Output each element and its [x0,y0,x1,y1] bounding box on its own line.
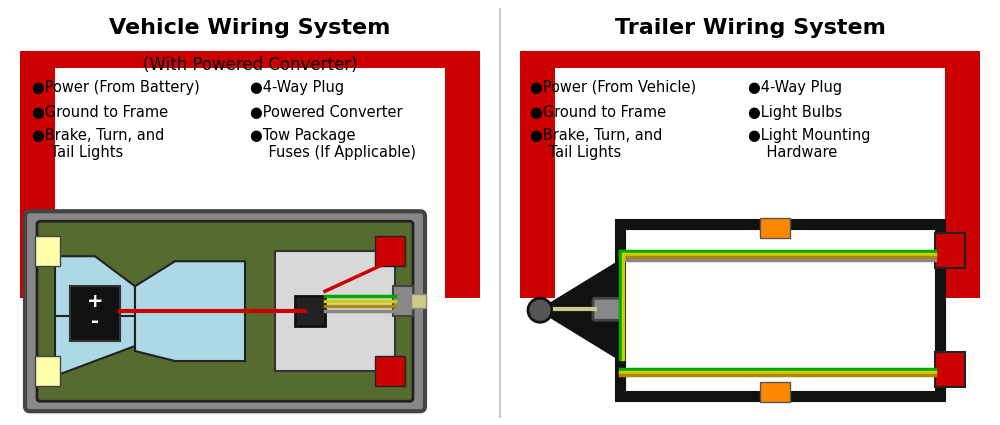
Text: ●Ground to Frame: ●Ground to Frame [530,105,666,120]
Bar [760,218,790,238]
Polygon shape [135,261,245,311]
Polygon shape [540,261,620,359]
Bar [35,236,60,266]
Text: ●Ground to Frame: ●Ground to Frame [32,105,168,120]
Bar [935,352,965,387]
Polygon shape [55,316,135,376]
Bar [35,356,60,386]
Text: ●Brake, Turn, and
    Tail Lights: ●Brake, Turn, and Tail Lights [32,128,164,160]
Circle shape [528,298,552,322]
Bar [935,233,965,268]
FancyBboxPatch shape [25,211,425,411]
Bar [375,356,405,386]
Text: Vehicle Wiring System: Vehicle Wiring System [109,18,391,38]
Text: ●Power (From Vehicle): ●Power (From Vehicle) [530,80,696,95]
Text: ●Tow Package
    Fuses (If Applicable): ●Tow Package Fuses (If Applicable) [250,128,416,160]
Polygon shape [135,311,245,361]
Text: ●4-Way Plug: ●4-Way Plug [748,80,842,95]
Text: ●Brake, Turn, and
    Tail Lights: ●Brake, Turn, and Tail Lights [530,128,662,160]
Polygon shape [55,256,135,316]
Bar [411,294,426,308]
Text: Trailer Wiring System: Trailer Wiring System [615,18,885,38]
Bar [70,286,120,341]
Bar [635,234,925,386]
Bar [760,382,790,402]
Bar [295,296,325,326]
Text: -: - [91,312,99,331]
FancyBboxPatch shape [620,224,940,396]
Text: ●Power (From Battery): ●Power (From Battery) [32,80,200,95]
Bar [393,286,413,316]
Text: ●Light Mounting
    Hardware: ●Light Mounting Hardware [748,128,870,160]
Text: ●Light Bulbs: ●Light Bulbs [748,105,842,120]
FancyBboxPatch shape [593,298,622,320]
Text: ●Powered Converter: ●Powered Converter [250,105,403,120]
FancyBboxPatch shape [37,221,413,401]
Text: (With Powered Converter): (With Powered Converter) [143,56,357,74]
Bar [275,251,395,371]
Text: +: + [87,292,103,311]
Bar [375,236,405,266]
Text: ●4-Way Plug: ●4-Way Plug [250,80,344,95]
